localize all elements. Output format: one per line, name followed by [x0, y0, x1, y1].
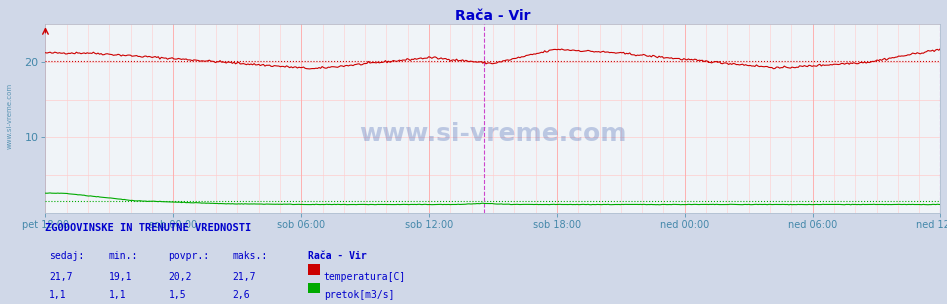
Text: 1,1: 1,1: [49, 290, 67, 300]
Text: temperatura[C]: temperatura[C]: [324, 272, 406, 282]
Text: www.si-vreme.com: www.si-vreme.com: [359, 122, 627, 146]
Text: www.si-vreme.com: www.si-vreme.com: [7, 82, 12, 149]
Text: maks.:: maks.:: [232, 251, 267, 261]
Text: 2,6: 2,6: [232, 290, 250, 300]
Text: ZGODOVINSKE IN TRENUTNE VREDNOSTI: ZGODOVINSKE IN TRENUTNE VREDNOSTI: [45, 223, 252, 233]
Text: 21,7: 21,7: [232, 272, 256, 282]
Text: pretok[m3/s]: pretok[m3/s]: [324, 290, 394, 300]
Text: 20,2: 20,2: [169, 272, 192, 282]
Text: Rača - Vir: Rača - Vir: [308, 251, 366, 261]
Text: sedaj:: sedaj:: [49, 251, 84, 261]
Text: 1,1: 1,1: [109, 290, 127, 300]
Text: 21,7: 21,7: [49, 272, 73, 282]
Text: 19,1: 19,1: [109, 272, 133, 282]
Text: povpr.:: povpr.:: [169, 251, 209, 261]
Title: Rača - Vir: Rača - Vir: [456, 9, 530, 23]
Text: 1,5: 1,5: [169, 290, 187, 300]
Text: min.:: min.:: [109, 251, 138, 261]
